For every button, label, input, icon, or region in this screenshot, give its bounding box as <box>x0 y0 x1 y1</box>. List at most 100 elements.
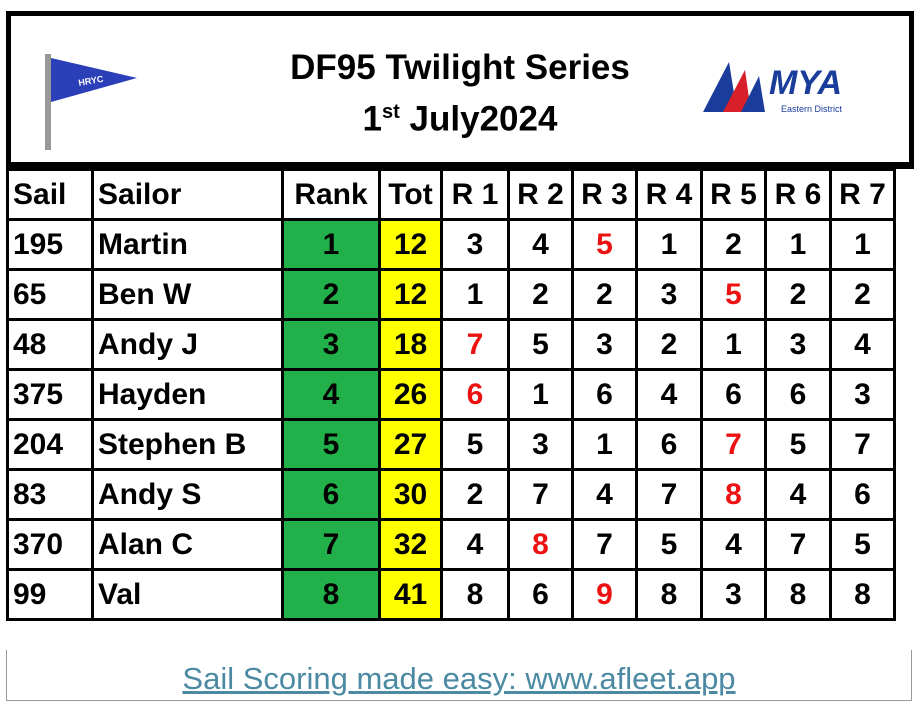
race-score: 8 <box>635 568 703 621</box>
sailor-name: Martin <box>91 218 284 271</box>
sail-number: 204 <box>6 418 94 471</box>
race-score: 3 <box>764 318 832 371</box>
column-header: R 7 <box>829 168 896 221</box>
flag <box>51 58 137 102</box>
sail-number: 195 <box>6 218 94 271</box>
race-score: 5 <box>440 418 510 471</box>
race-score: 6 <box>829 468 896 521</box>
sailor-name: Val <box>91 568 284 621</box>
race-score: 5 <box>764 418 832 471</box>
mya-logo: MYA Eastern District <box>703 62 843 114</box>
race-score: 1 <box>571 418 638 471</box>
sail-number: 48 <box>6 318 94 371</box>
sail-number: 83 <box>6 468 94 521</box>
race-score: 6 <box>571 368 638 421</box>
race-score: 5 <box>507 318 574 371</box>
column-header: R 3 <box>571 168 638 221</box>
result-row: 195 Martin 1 12 3 4 5 1 2 1 1 <box>6 218 896 271</box>
race-score: 3 <box>440 218 510 271</box>
race-score: 1 <box>507 368 574 421</box>
race-score: 5 <box>571 218 638 271</box>
sailor-name: Stephen B <box>91 418 284 471</box>
rank: 6 <box>281 468 381 521</box>
column-header: R 4 <box>635 168 703 221</box>
sailor-name: Ben W <box>91 268 284 321</box>
date-rest: July2024 <box>409 99 558 139</box>
race-score: 8 <box>440 568 510 621</box>
total: 32 <box>378 518 443 571</box>
sail-shape <box>703 62 737 112</box>
sailor-name: Andy S <box>91 468 284 521</box>
race-score: 5 <box>829 518 896 571</box>
mya-sub: Eastern District <box>781 104 843 114</box>
column-header: R 1 <box>440 168 510 221</box>
club-logo-text: HRYC <box>78 74 105 88</box>
sailor-name: Andy J <box>91 318 284 371</box>
rank: 3 <box>281 318 381 371</box>
race-score: 1 <box>440 268 510 321</box>
column-header: Tot <box>378 168 443 221</box>
race-score: 6 <box>440 368 510 421</box>
race-score: 1 <box>700 318 767 371</box>
sail-shape <box>741 76 765 112</box>
title-block: DF95 Twilight Series 1st July2024 <box>11 46 909 142</box>
race-score: 5 <box>700 268 767 321</box>
race-score: 3 <box>635 268 703 321</box>
rank: 4 <box>281 368 381 421</box>
race-score: 2 <box>829 268 896 321</box>
result-row: 99 Val 8 41 8 6 9 8 3 8 8 <box>6 568 896 621</box>
race-score: 1 <box>635 218 703 271</box>
result-row: 65 Ben W 2 12 1 2 2 3 5 2 2 <box>6 268 896 321</box>
race-score: 2 <box>635 318 703 371</box>
sail-number: 375 <box>6 368 94 421</box>
race-score: 4 <box>700 518 767 571</box>
column-header: R 6 <box>764 168 832 221</box>
mya-name: MYA <box>769 64 842 102</box>
race-score: 4 <box>764 468 832 521</box>
race-score: 4 <box>507 218 574 271</box>
footer-link[interactable]: Sail Scoring made easy: www.afleet.app <box>182 661 736 696</box>
result-row: 83 Andy S 6 30 2 7 4 7 8 4 6 <box>6 468 896 521</box>
sail-number: 370 <box>6 518 94 571</box>
race-score: 8 <box>764 568 832 621</box>
footer: Sail Scoring made easy: www.afleet.app <box>6 650 912 701</box>
race-score: 3 <box>829 368 896 421</box>
date-suffix: st <box>382 101 400 123</box>
total: 41 <box>378 568 443 621</box>
race-score: 2 <box>764 268 832 321</box>
club-logo: HRYC <box>45 54 137 150</box>
race-score: 4 <box>571 468 638 521</box>
race-score: 1 <box>764 218 832 271</box>
race-score: 6 <box>507 568 574 621</box>
race-score: 4 <box>440 518 510 571</box>
race-score: 1 <box>829 218 896 271</box>
rank: 8 <box>281 568 381 621</box>
race-score: 8 <box>507 518 574 571</box>
rank: 2 <box>281 268 381 321</box>
date-day: 1 <box>362 99 383 139</box>
race-score: 3 <box>507 418 574 471</box>
race-score: 3 <box>700 568 767 621</box>
result-row: 370 Alan C 7 32 4 8 7 5 4 7 5 <box>6 518 896 571</box>
race-score: 3 <box>571 318 638 371</box>
header: HRYC DF95 Twilight Series 1st July2024 M… <box>6 11 914 169</box>
race-score: 4 <box>635 368 703 421</box>
race-score: 2 <box>440 468 510 521</box>
race-score: 2 <box>700 218 767 271</box>
race-score: 7 <box>571 518 638 571</box>
result-row: 48 Andy J 3 18 7 5 3 2 1 3 4 <box>6 318 896 371</box>
race-score: 6 <box>764 368 832 421</box>
sail-shape <box>723 70 751 112</box>
column-header: R 2 <box>507 168 574 221</box>
race-score: 9 <box>571 568 638 621</box>
rank: 5 <box>281 418 381 471</box>
result-row: 204 Stephen B 5 27 5 3 1 6 7 5 7 <box>6 418 896 471</box>
sailor-name: Hayden <box>91 368 284 421</box>
result-row: 375 Hayden 4 26 6 1 6 4 6 6 3 <box>6 368 896 421</box>
total: 30 <box>378 468 443 521</box>
race-score: 7 <box>440 318 510 371</box>
date: 1st July2024 <box>11 90 909 142</box>
